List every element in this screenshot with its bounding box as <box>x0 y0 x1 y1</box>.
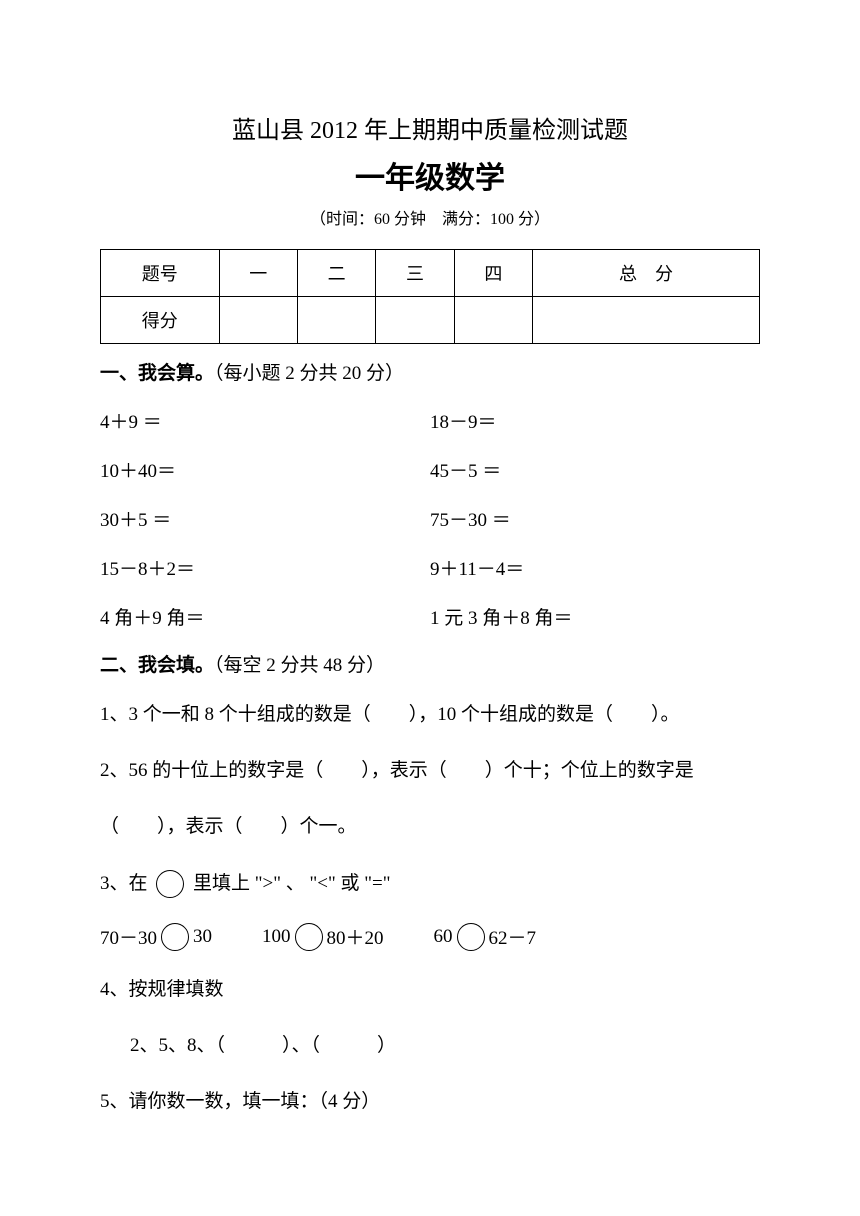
table-cell: 总 分 <box>533 250 760 297</box>
circle-icon <box>156 870 184 898</box>
calc-item: 9＋11－4＝ <box>430 554 760 581</box>
compare-right: 30 <box>193 926 212 948</box>
exam-title-line2: 一年级数学 <box>100 153 760 197</box>
compare-left: 70－30 <box>100 923 157 950</box>
calc-item: 4＋9 ＝ <box>100 407 430 434</box>
calc-item: 18－9＝ <box>430 407 760 434</box>
exam-subtitle: （时间：60 分钟 满分：100 分） <box>100 205 760 229</box>
table-row: 题号 一 二 三 四 总 分 <box>101 250 760 297</box>
table-cell: 四 <box>454 250 532 297</box>
compare-item: 100 80＋20 <box>262 923 384 951</box>
calc-row: 15－8＋2＝ 9＋11－4＝ <box>100 554 760 581</box>
compare-row: 70－30 30 100 80＋20 60 62－7 <box>100 923 760 951</box>
calc-item: 1 元 3 角＋8 角＝ <box>430 603 760 630</box>
fill-q4-seq: 2、5、8、（ ）、（ ） <box>100 1029 760 1063</box>
table-cell <box>219 297 297 344</box>
table-cell: 三 <box>376 250 454 297</box>
table-cell: 题号 <box>101 250 220 297</box>
q3-text-b: 里填上 ">" 、 "<" 或 "=" <box>193 873 390 894</box>
compare-right: 62－7 <box>489 923 537 950</box>
calc-item: 4 角＋9 角＝ <box>100 603 430 630</box>
compare-item: 60 62－7 <box>434 923 537 951</box>
fill-q1: 1、3 个一和 8 个十组成的数是（ ），10 个十组成的数是（ ）。 <box>100 698 760 732</box>
section1-note: （每小题 2 分共 20 分） <box>214 363 404 384</box>
fill-q2a: 2、56 的十位上的数字是（ ），表示（ ）个十；个位上的数字是 <box>100 754 760 788</box>
calc-item: 15－8＋2＝ <box>100 554 430 581</box>
table-cell <box>376 297 454 344</box>
compare-item: 70－30 30 <box>100 923 212 951</box>
fill-q3: 3、在 里填上 ">" 、 "<" 或 "=" <box>100 867 760 901</box>
section2-header: 二、我会填。（每空 2 分共 48 分） <box>100 652 760 681</box>
fill-q4: 4、按规律填数 <box>100 973 760 1007</box>
exam-title-line1: 蓝山县 2012 年上期期中质量检测试题 <box>100 110 760 145</box>
calc-item: 10＋40＝ <box>100 456 430 483</box>
table-cell: 一 <box>219 250 297 297</box>
circle-icon <box>161 923 189 951</box>
compare-left: 60 <box>434 926 453 948</box>
calc-row: 30＋5 ＝ 75－30 ＝ <box>100 505 760 532</box>
table-cell <box>297 297 375 344</box>
calc-item: 75－30 ＝ <box>430 505 760 532</box>
fill-q2b: （ ），表示（ ）个一。 <box>100 810 760 844</box>
calc-row: 4 角＋9 角＝ 1 元 3 角＋8 角＝ <box>100 603 760 630</box>
circle-icon <box>457 923 485 951</box>
section1-header: 一、我会算。（每小题 2 分共 20 分） <box>100 360 760 389</box>
section2-note: （每空 2 分共 48 分） <box>214 655 385 676</box>
table-row: 得分 <box>101 297 760 344</box>
table-cell <box>533 297 760 344</box>
table-cell: 得分 <box>101 297 220 344</box>
fill-q5: 5、请你数一数，填一填：（4 分） <box>100 1085 760 1119</box>
calc-row: 4＋9 ＝ 18－9＝ <box>100 407 760 434</box>
table-cell: 二 <box>297 250 375 297</box>
q3-text-a: 3、在 <box>100 873 148 894</box>
section2-label: 二、我会填。 <box>100 655 214 676</box>
calc-item: 45－5 ＝ <box>430 456 760 483</box>
table-cell <box>454 297 532 344</box>
section1-label: 一、我会算。 <box>100 363 214 384</box>
calc-item: 30＋5 ＝ <box>100 505 430 532</box>
score-table: 题号 一 二 三 四 总 分 得分 <box>100 249 760 344</box>
circle-icon <box>295 923 323 951</box>
compare-right: 80＋20 <box>327 923 384 950</box>
compare-left: 100 <box>262 926 291 948</box>
calc-row: 10＋40＝ 45－5 ＝ <box>100 456 760 483</box>
